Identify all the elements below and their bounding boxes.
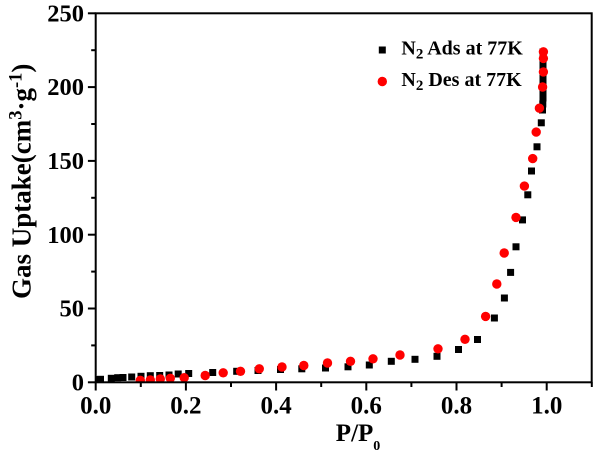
svg-text:0.0: 0.0 — [80, 393, 111, 420]
svg-text:0.6: 0.6 — [351, 393, 382, 420]
svg-text:Gas Uptake(cm3·g-1): Gas Uptake(cm3·g-1) — [6, 64, 36, 299]
svg-text:1.0: 1.0 — [531, 393, 562, 420]
svg-text:P/P0: P/P0 — [336, 420, 381, 452]
svg-text:N2 Des at 77K: N2 Des at 77K — [401, 69, 522, 94]
svg-text:0: 0 — [72, 369, 84, 396]
svg-text:250: 250 — [47, 0, 84, 27]
svg-text:150: 150 — [47, 148, 84, 175]
svg-text:100: 100 — [47, 222, 84, 249]
svg-text:0.4: 0.4 — [260, 393, 292, 420]
svg-text:0.8: 0.8 — [441, 393, 472, 420]
svg-text:200: 200 — [47, 74, 84, 101]
svg-text:0.2: 0.2 — [170, 393, 201, 420]
svg-text:50: 50 — [60, 296, 85, 323]
